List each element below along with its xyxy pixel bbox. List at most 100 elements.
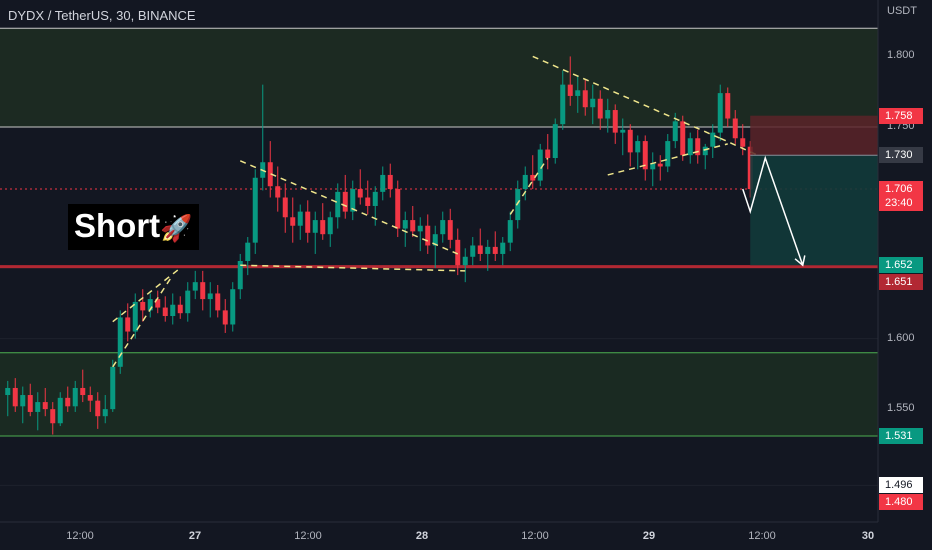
price-label-value: 1.706 xyxy=(885,183,913,196)
price-label-value: 1.496 xyxy=(885,479,913,492)
candle xyxy=(312,220,318,233)
time-tick: 12:00 xyxy=(521,530,549,542)
candle xyxy=(590,98,596,108)
candle xyxy=(500,242,506,254)
price-label-countdown: 23:40 xyxy=(885,197,913,210)
candle xyxy=(470,245,476,257)
candle xyxy=(620,129,626,133)
projection xyxy=(742,115,878,267)
candle xyxy=(395,189,401,229)
rocket-icon: 🚀 xyxy=(160,213,193,243)
candle xyxy=(710,132,716,147)
candle xyxy=(132,301,138,332)
candle xyxy=(110,366,116,410)
candle xyxy=(170,304,176,317)
candle xyxy=(320,220,326,235)
candle xyxy=(72,387,78,407)
zone xyxy=(0,28,878,127)
arrow-head xyxy=(794,255,806,267)
stop-zone xyxy=(750,115,878,156)
candle xyxy=(335,191,341,218)
candle xyxy=(627,129,633,153)
trendline xyxy=(532,55,721,139)
price-label-value: 1.531 xyxy=(885,429,913,442)
candle xyxy=(342,191,348,212)
candle xyxy=(20,395,26,407)
candle xyxy=(387,174,393,190)
candle xyxy=(5,387,11,396)
candle xyxy=(717,93,723,133)
candle xyxy=(462,256,468,266)
candle xyxy=(117,317,123,367)
candle xyxy=(567,84,573,96)
candle xyxy=(642,141,648,170)
time-tick: 12:00 xyxy=(748,530,776,542)
candle xyxy=(515,189,521,221)
price-label-value: 1.651 xyxy=(885,276,913,289)
candle xyxy=(597,98,603,119)
candles xyxy=(5,56,753,435)
candle xyxy=(275,186,281,198)
candle xyxy=(612,110,618,133)
candle xyxy=(42,402,48,410)
candle xyxy=(530,174,536,181)
candle xyxy=(125,317,131,332)
candle xyxy=(410,220,416,232)
candle xyxy=(702,146,708,156)
candle xyxy=(417,225,423,232)
candle xyxy=(425,225,431,246)
candle xyxy=(237,261,243,290)
candle xyxy=(297,211,303,226)
candle xyxy=(207,293,213,300)
short-annotation: Short🚀 xyxy=(68,204,199,250)
price-label: 1.730 xyxy=(879,147,923,164)
candle xyxy=(222,310,228,325)
candle xyxy=(560,84,566,125)
candle xyxy=(680,121,686,156)
candle xyxy=(492,246,498,254)
price-label-value: 1.652 xyxy=(885,259,913,272)
candle xyxy=(725,93,731,119)
candle xyxy=(695,138,701,156)
candle xyxy=(282,197,288,218)
candle xyxy=(12,387,18,407)
candle xyxy=(177,304,183,314)
candle xyxy=(687,138,693,156)
candle xyxy=(365,197,371,206)
candle xyxy=(155,299,161,308)
candle xyxy=(455,239,461,266)
candle xyxy=(305,211,311,233)
candle xyxy=(350,189,356,212)
price-tick: 1.600 xyxy=(887,331,915,344)
candle xyxy=(522,174,528,190)
candle xyxy=(267,162,273,187)
trendline xyxy=(240,264,466,272)
candle xyxy=(27,395,33,412)
candle xyxy=(672,121,678,142)
price-label: 1.531 xyxy=(879,427,923,444)
time-tick: 12:00 xyxy=(294,530,322,542)
price-label-value: 1.480 xyxy=(885,496,913,509)
price-label: 1.480 xyxy=(879,494,923,511)
price-unit: USDT xyxy=(887,5,917,17)
price-tick: 1.550 xyxy=(887,402,915,415)
candle xyxy=(357,189,363,198)
candle xyxy=(245,242,251,261)
candle xyxy=(35,402,41,412)
candle xyxy=(327,217,333,235)
candle xyxy=(575,90,581,96)
target-zone xyxy=(750,155,878,266)
candle xyxy=(87,395,93,401)
candle xyxy=(290,217,296,226)
candle xyxy=(215,293,221,311)
candle xyxy=(635,141,641,153)
candle xyxy=(57,397,63,424)
candle xyxy=(372,191,378,206)
zones xyxy=(0,28,878,436)
short-label: Short xyxy=(74,207,161,244)
candle xyxy=(50,409,56,424)
candle xyxy=(432,234,438,246)
candle xyxy=(447,220,453,240)
candle xyxy=(665,141,671,167)
